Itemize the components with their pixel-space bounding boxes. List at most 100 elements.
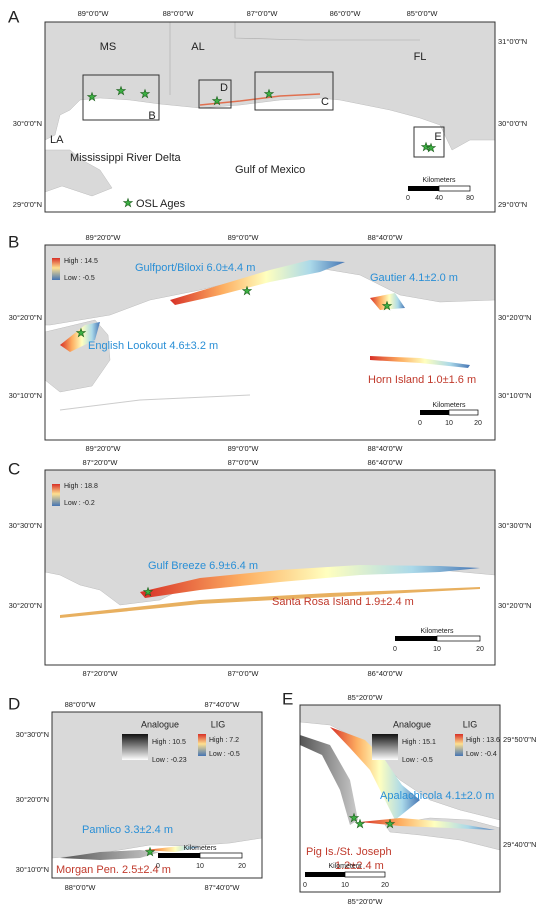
lat-label: 30°10'0"N: [16, 865, 49, 874]
inset-label: E: [434, 131, 441, 143]
site-label: Morgan Pen. 2.5±2.4 m: [56, 864, 171, 876]
scalebar: [158, 853, 200, 858]
lat-label: 30°10'0"N: [498, 391, 531, 400]
lon-label: 86°40'0"W: [367, 458, 403, 467]
scalebar-tick: 10: [445, 420, 453, 427]
scalebar: [439, 186, 470, 191]
site-label: Apalachicola 4.1±2.0 m: [380, 790, 494, 802]
lat-label: 30°10'0"N: [9, 391, 42, 400]
inset-label: B: [148, 110, 155, 122]
place-label: MS: [100, 41, 117, 53]
site-label: Gulfport/Biloxi 6.0±4.4 m: [135, 262, 255, 274]
lon-label: 85°20'0"W: [347, 693, 383, 702]
lon-label: 86°0'0"W: [330, 9, 362, 18]
lat-label: 30°20'0"N: [9, 313, 42, 322]
lon-label: 89°20'0"W: [85, 444, 121, 453]
place-label: LA: [50, 134, 64, 146]
legend-low: Low : -0.2: [64, 500, 95, 507]
lon-label: 89°20'0"W: [85, 233, 121, 242]
lon-label: 89°0'0"W: [228, 444, 260, 453]
scalebar-tick: 10: [341, 882, 349, 889]
lon-label: 85°20'0"W: [347, 897, 383, 906]
scalebar-tick: 20: [474, 420, 482, 427]
scalebar-title: Kilometers: [422, 177, 456, 184]
lat-label: 29°0'0"N: [498, 200, 527, 209]
scalebar: [395, 636, 437, 641]
scalebar-tick: 80: [466, 195, 474, 202]
legend-high: High : 13.6: [466, 737, 500, 744]
lat-label: 30°0'0"N: [13, 119, 42, 128]
lat-label: 30°20'0"N: [498, 601, 531, 610]
legend-ramp: [455, 734, 463, 756]
scalebar-tick: 10: [433, 646, 441, 653]
lon-label: 89°0'0"W: [78, 9, 110, 18]
lat-label: 30°30'0"N: [16, 730, 49, 739]
panel-c: [45, 470, 495, 665]
land: [52, 712, 262, 858]
scalebar-title: Kilometers: [420, 628, 454, 635]
lon-label: 86°40'0"W: [367, 669, 403, 678]
land: [45, 320, 110, 392]
panel-label: E: [282, 689, 293, 708]
legend-low: Low : -0.5: [64, 275, 95, 282]
legend-title: Analogue: [141, 719, 179, 729]
lon-label: 88°0'0"W: [163, 9, 195, 18]
lon-label: 87°40'0"W: [204, 700, 240, 709]
lat-label: 31°0'0"N: [498, 37, 527, 46]
lat-label: 29°0'0"N: [13, 200, 42, 209]
lon-label: 87°0'0"W: [247, 9, 279, 18]
scalebar: [408, 186, 439, 191]
scalebar: [200, 853, 242, 858]
scalebar-tick: 0: [156, 863, 160, 870]
lat-label: 30°20'0"N: [9, 601, 42, 610]
scalebar-tick: 40: [435, 195, 443, 202]
site-label: Gautier 4.1±2.0 m: [370, 272, 458, 284]
scalebar-tick: 0: [393, 646, 397, 653]
lat-label: 30°30'0"N: [9, 521, 42, 530]
figure: ABCDE89°0'0"W88°0'0"W87°0'0"W86°0'0"W85°…: [0, 0, 545, 913]
lat-label: 30°0'0"N: [498, 119, 527, 128]
legend-title: Analogue: [393, 719, 431, 729]
lon-label: 87°0'0"W: [228, 458, 260, 467]
legend-high: High : 10.5: [152, 739, 186, 746]
legend-ramp: [122, 734, 148, 760]
shoal: [60, 395, 250, 410]
barrier: [370, 356, 470, 368]
legend-low: Low : -0.5: [402, 757, 433, 764]
lon-label: 85°0'0"W: [407, 9, 439, 18]
place-label: FL: [414, 51, 427, 63]
legend-high: High : 7.2: [209, 737, 239, 744]
scalebar-title: Kilometers: [432, 402, 466, 409]
scalebar-tick: 0: [406, 195, 410, 202]
legend-high: High : 15.1: [402, 739, 436, 746]
legend-ramp: [372, 734, 398, 760]
lat-label: 30°30'0"N: [498, 521, 531, 530]
scalebar: [305, 872, 345, 877]
scalebar-title: Kilometers: [183, 845, 217, 852]
place-label: AL: [191, 41, 204, 53]
panel-label: D: [8, 694, 20, 713]
legend-ramp: [52, 484, 60, 506]
lat-label: 30°20'0"N: [498, 313, 531, 322]
site-label: Pig Is./St. Joseph: [306, 846, 392, 858]
lat-label: 29°40'0"N: [503, 840, 536, 849]
lon-label: 89°0'0"W: [228, 233, 260, 242]
place-label: Mississippi River Delta: [70, 152, 182, 164]
lon-label: 87°20'0"W: [82, 458, 118, 467]
scalebar-tick: 10: [196, 863, 204, 870]
scalebar: [345, 872, 385, 877]
land: [45, 245, 495, 325]
inset-label: D: [220, 82, 228, 94]
legend-title: LIG: [211, 719, 226, 729]
lon-label: 88°0'0"W: [65, 700, 97, 709]
legend-low: Low : -0.5: [209, 751, 240, 758]
lon-label: 88°40'0"W: [367, 444, 403, 453]
scalebar-tick: 0: [303, 882, 307, 889]
site-label: Gulf Breeze 6.9±6.4 m: [148, 560, 258, 572]
legend-high: High : 18.8: [64, 483, 98, 490]
legend-high: High : 14.5: [64, 258, 98, 265]
scalebar: [437, 636, 480, 641]
site-label: Horn Island 1.0±1.6 m: [368, 374, 476, 386]
site-label: Santa Rosa Island 1.9±2.4 m: [272, 596, 414, 608]
scalebar-tick: 20: [238, 863, 246, 870]
